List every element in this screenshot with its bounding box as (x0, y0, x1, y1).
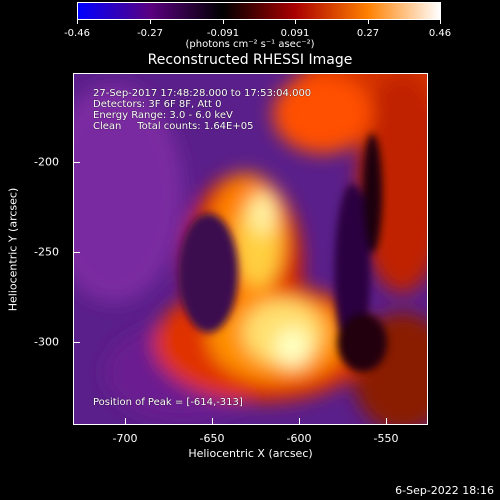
dark-lanes (178, 133, 388, 373)
time-range-text: 27-Sep-2017 17:48:28.000 to 17:53:04.000 (93, 88, 312, 99)
footer-date: 6-Sep-2022 18:16 (395, 484, 494, 497)
x-tick-label: -700 (112, 432, 138, 445)
image-panel: 27-Sep-2017 17:48:28.000 to 17:53:04.000… (73, 73, 428, 425)
x-tick-label: -600 (286, 432, 312, 445)
colorbar-tickmark (223, 20, 224, 24)
x-tickmark (299, 418, 300, 425)
flux-map (74, 74, 427, 424)
colorbar-tickmark (150, 20, 151, 24)
x-tickmark (125, 418, 126, 425)
y-tickmark (73, 162, 80, 163)
colorbar-tick-label: -0.46 (64, 28, 90, 39)
colorbar-tick-label: 0.46 (428, 28, 452, 39)
x-tick-label: -550 (373, 432, 399, 445)
colorbar (77, 2, 441, 20)
colorbar-tick-label: 0.27 (356, 28, 380, 39)
colorbar-tick-label: -0.091 (206, 28, 240, 39)
y-tick-label: -250 (34, 245, 59, 259)
colorbar-tick-label: -0.27 (137, 28, 163, 39)
colorbar-tickmark (440, 20, 441, 24)
colorbar-units: (photons cm⁻² s⁻¹ asec⁻²) (185, 39, 315, 50)
energy-range-text: Energy Range: 3.0 - 6.0 keV (93, 110, 233, 121)
y-tick-label: -300 (34, 335, 59, 349)
peak-position-text: Position of Peak = [-614,-313] (93, 397, 243, 408)
colorbar-tickmark (368, 20, 369, 24)
x-axis-label: Heliocentric X (arcsec) (188, 447, 313, 460)
x-tickmark (386, 418, 387, 425)
colorbar-tick-label: 0.091 (280, 28, 310, 39)
colorbar-tickmark (295, 20, 296, 24)
y-axis-label: Heliocentric Y (arcsec) (6, 187, 20, 312)
y-tick-label: -200 (34, 155, 59, 169)
y-tickmark (73, 342, 80, 343)
colorbar-tickmark (77, 20, 78, 24)
image-title: Reconstructed RHESSI Image (147, 52, 353, 68)
y-tickmark (73, 252, 80, 253)
method-counts-text: Clean Total counts: 1.64E+05 (93, 121, 254, 132)
x-tickmark (212, 418, 213, 425)
detectors-text: Detectors: 3F 6F 8F, Att 0 (93, 99, 222, 110)
x-tick-label: -650 (199, 432, 225, 445)
colorbar-gradient (78, 3, 440, 19)
